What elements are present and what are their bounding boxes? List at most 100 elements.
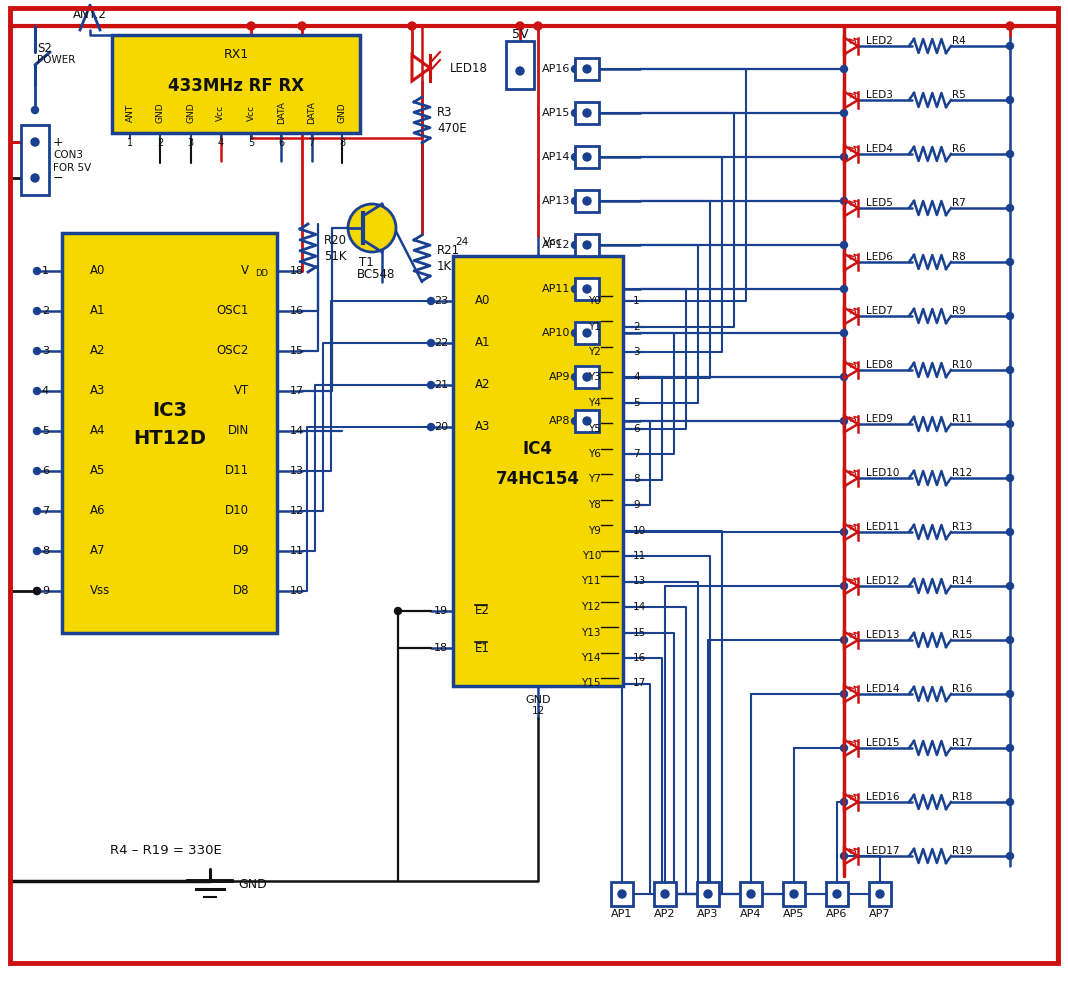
Text: 23: 23 [434,296,447,306]
Text: R3: R3 [437,106,453,119]
Text: R8: R8 [952,252,965,262]
Text: LED10: LED10 [866,468,899,478]
Text: 10: 10 [290,586,304,596]
Text: AP4: AP4 [740,909,761,919]
Text: A1: A1 [90,304,106,318]
Circle shape [33,588,41,594]
Text: R4: R4 [952,36,965,46]
Text: Vcc: Vcc [247,105,255,121]
Text: R13: R13 [952,522,972,532]
Text: 11: 11 [290,546,304,556]
Circle shape [427,339,435,346]
Text: LED12: LED12 [866,576,899,586]
Text: AP9: AP9 [549,372,570,382]
Text: 2: 2 [633,322,640,332]
Text: DIN: DIN [227,425,249,438]
Circle shape [618,891,626,898]
Circle shape [1006,313,1014,320]
Text: LED4: LED4 [866,144,893,154]
Text: R10: R10 [952,360,972,370]
Circle shape [31,107,38,114]
Text: 10: 10 [633,526,646,536]
Text: 51K: 51K [324,249,346,263]
Circle shape [790,890,798,898]
Text: GND: GND [525,695,551,705]
Text: 9: 9 [633,500,640,510]
Circle shape [534,22,541,30]
Circle shape [1006,799,1014,805]
Text: AP13: AP13 [541,196,570,206]
Circle shape [748,891,754,898]
Circle shape [583,373,591,381]
Text: Y13: Y13 [581,628,601,638]
Bar [869,882,891,906]
Circle shape [33,547,41,554]
Text: 74HC154: 74HC154 [496,470,580,488]
Text: 19: 19 [434,606,447,616]
Circle shape [571,374,579,381]
Bar [654,882,676,906]
Text: 11: 11 [633,551,646,561]
Text: A2: A2 [475,379,490,391]
Text: Y2: Y2 [588,347,601,357]
Circle shape [1006,421,1014,428]
Circle shape [348,204,396,252]
Text: 3: 3 [42,346,49,356]
Circle shape [583,285,591,293]
Text: VT: VT [234,385,249,397]
Text: S2: S2 [37,41,52,55]
Text: Y8: Y8 [588,500,601,510]
Text: GND: GND [156,103,164,124]
Text: LED11: LED11 [866,522,899,532]
Text: E2: E2 [475,604,490,617]
Text: R12: R12 [952,468,972,478]
Text: AP6: AP6 [827,909,848,919]
Text: AP12: AP12 [541,240,570,250]
Bar [62,233,277,633]
Text: 8: 8 [339,138,345,148]
Text: 14: 14 [290,426,304,436]
Text: OSC1: OSC1 [217,304,249,318]
Circle shape [841,330,848,336]
Text: 5V: 5V [512,28,529,41]
Text: 7: 7 [309,138,315,148]
Text: ANT.2: ANT.2 [73,9,107,22]
Text: A2: A2 [90,344,106,357]
Circle shape [247,22,255,30]
Text: R14: R14 [952,576,972,586]
Circle shape [1006,367,1014,374]
Text: Y12: Y12 [581,602,601,612]
Text: 12: 12 [290,506,304,516]
Text: AP14: AP14 [541,152,570,162]
Text: DATA: DATA [277,102,286,125]
Circle shape [841,374,848,381]
Text: 16: 16 [633,653,646,663]
Text: LED6: LED6 [866,252,893,262]
Text: 6: 6 [42,466,49,476]
Text: LED17: LED17 [866,846,899,856]
Text: DD: DD [255,270,268,279]
Circle shape [583,417,591,425]
Circle shape [571,197,579,204]
Circle shape [516,67,524,75]
Circle shape [571,153,579,161]
Circle shape [661,890,669,898]
Text: R16: R16 [952,684,972,694]
Circle shape [841,241,848,248]
Circle shape [1006,475,1014,482]
Text: 18: 18 [434,643,447,653]
Text: −: − [53,172,63,184]
Text: LED7: LED7 [866,306,893,316]
Text: R6: R6 [952,144,965,154]
Circle shape [1006,583,1014,590]
Text: R5: R5 [952,90,965,100]
Text: Y1: Y1 [588,322,601,332]
Text: R4 – R19 = 330E: R4 – R19 = 330E [110,845,222,857]
Bar [453,256,623,686]
Circle shape [408,22,417,30]
Text: 14: 14 [633,602,646,612]
Circle shape [833,890,841,898]
Text: Y7: Y7 [588,475,601,485]
Text: AP1: AP1 [611,909,632,919]
Text: 4: 4 [218,138,224,148]
